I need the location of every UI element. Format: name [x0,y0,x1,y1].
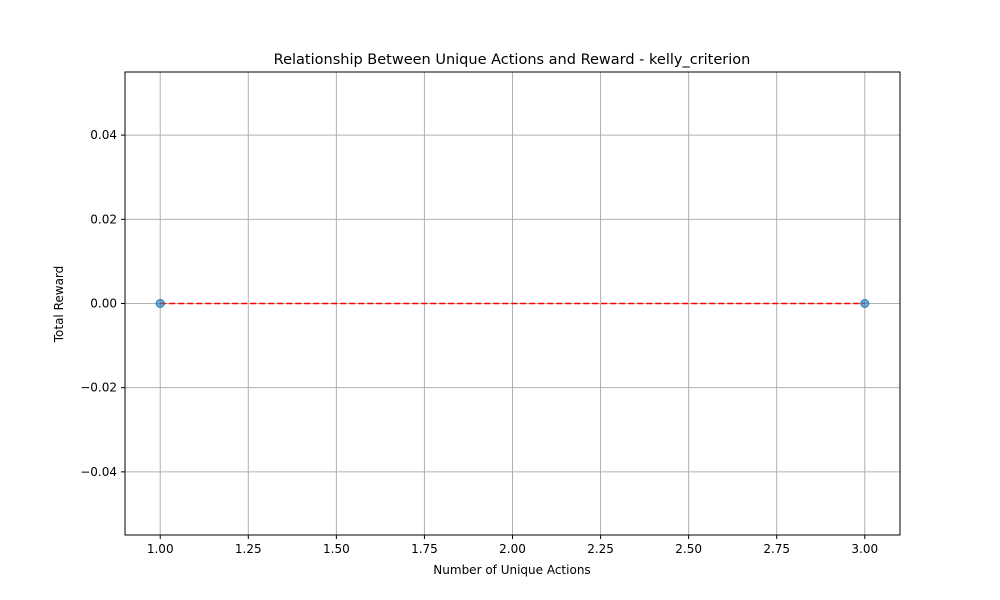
x-tick-label: 2.75 [763,542,790,556]
y-tick-label: −0.02 [80,381,117,395]
y-axis-label: Total Reward [52,266,66,344]
y-tick-label: 0.04 [90,128,117,142]
x-tick-label: 2.00 [499,542,526,556]
data-point [155,299,165,308]
x-tick-label: 2.25 [587,542,614,556]
x-tick-label: 2.50 [675,542,702,556]
x-axis-label: Number of Unique Actions [433,563,590,577]
data-points [155,299,870,308]
x-axis-ticks: 1.00 1.25 1.50 1.75 2.00 2.25 2.50 2.75 3.00 [147,535,878,556]
x-tick-label: 1.50 [323,542,350,556]
x-tick-label: 1.75 [411,542,438,556]
x-tick-label: 1.00 [147,542,174,556]
y-tick-label: −0.04 [80,465,117,479]
y-axis-ticks: −0.04 −0.02 0.00 0.02 0.04 [80,128,125,479]
x-tick-label: 1.25 [235,542,262,556]
y-tick-label: 0.00 [90,297,117,311]
data-point [860,299,870,308]
y-tick-label: 0.02 [90,212,117,226]
chart-title: Relationship Between Unique Actions and … [274,52,751,68]
x-tick-label: 3.00 [851,542,878,556]
